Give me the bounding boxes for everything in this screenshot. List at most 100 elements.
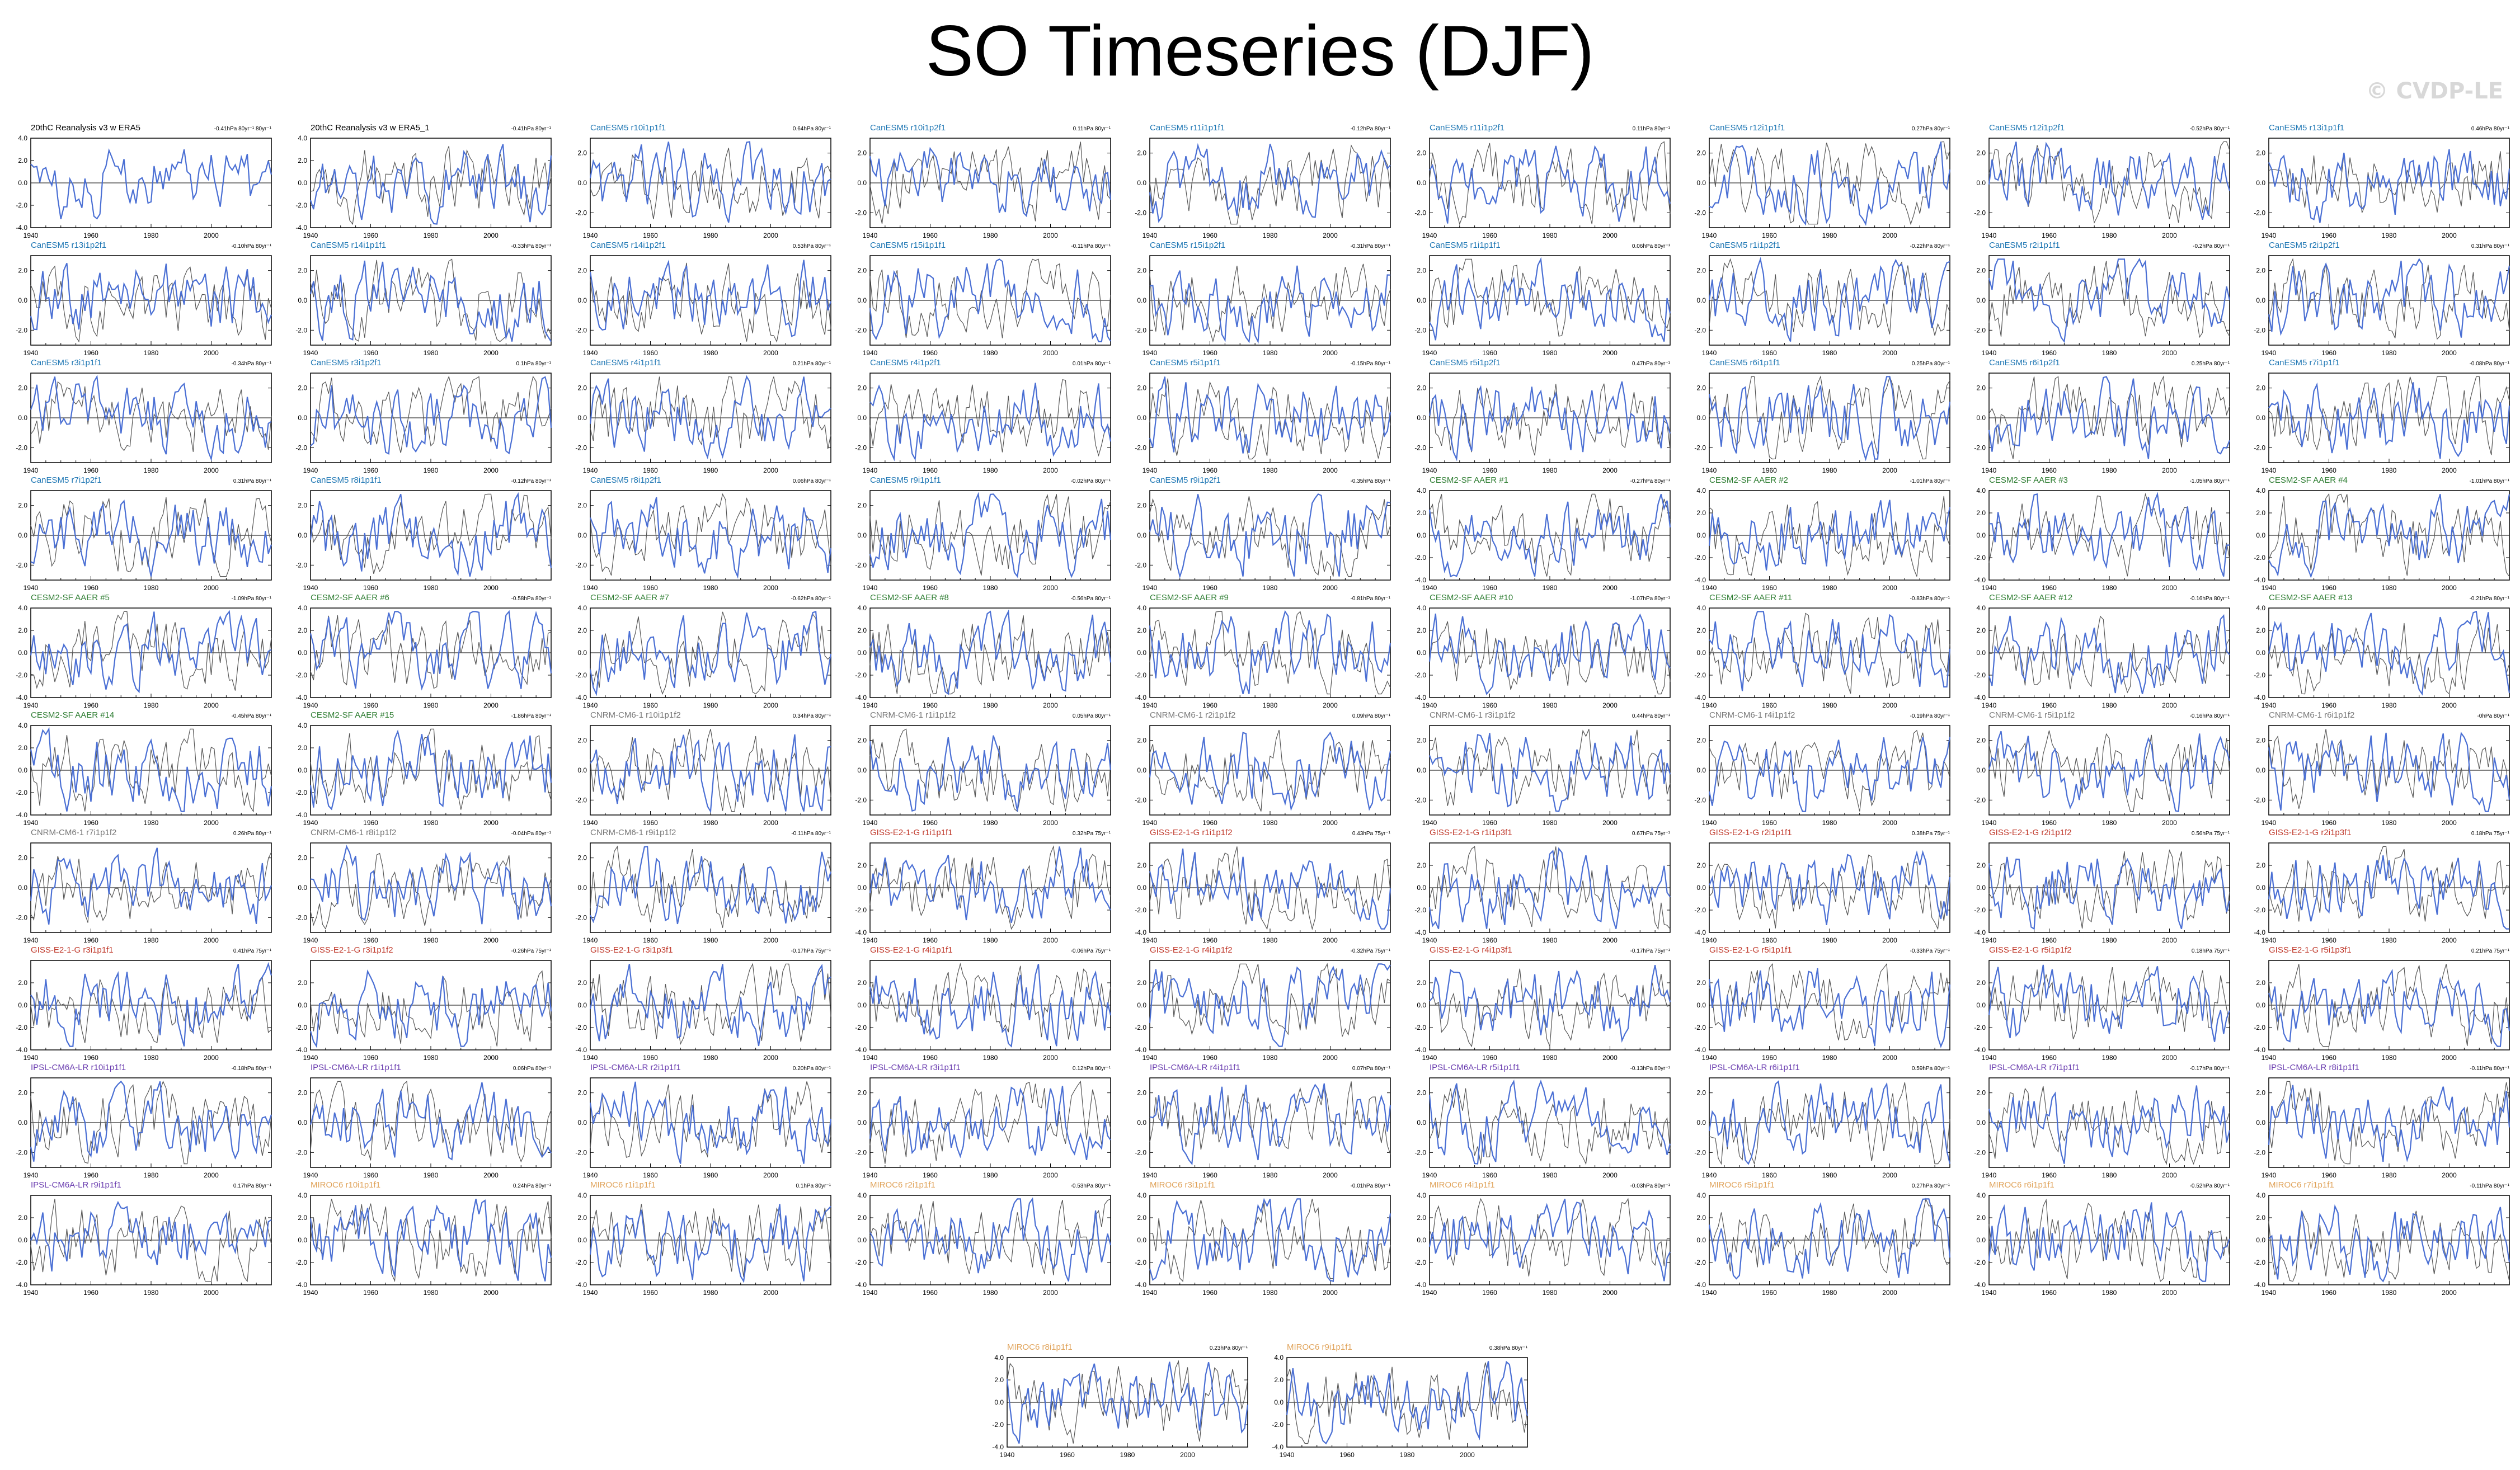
x-tick-label: 2000 [1602, 467, 1618, 474]
x-tick-label: 2000 [204, 349, 219, 357]
x-tick-label: 1980 [424, 349, 439, 357]
panel-trend-label: -0.12hPa 80yr⁻¹ [511, 478, 552, 484]
reference-series-line [1149, 846, 1391, 930]
x-tick-label: 2000 [1602, 1289, 1618, 1297]
y-tick-label: 2.0 [1696, 384, 1706, 392]
reference-series-line [2268, 258, 2510, 340]
y-tick-label: -4.0 [1414, 576, 1426, 584]
y-tick-label: 0.0 [1696, 179, 1706, 187]
y-tick-label: 2.0 [1696, 737, 1706, 745]
y-tick-label: 0.0 [1417, 884, 1426, 892]
y-tick-label: 2.0 [857, 149, 867, 157]
reference-series-line [590, 845, 831, 928]
x-tick-label: 1940 [1702, 584, 1717, 592]
panel-title: CanESM5 r13i1p2f1 [31, 241, 106, 250]
x-tick-label: 1940 [2262, 232, 2277, 239]
panel-title: CanESM5 r13i1p1f1 [2269, 123, 2344, 133]
x-tick-label: 1960 [2321, 1171, 2336, 1179]
panel: CanESM5 r12i1p1f1 0.27hPa 80yr⁻¹ 2.0 0.0 -2.… [1694, 123, 1951, 239]
ensemble-series-line [1429, 145, 1671, 224]
x-tick-label: 1940 [23, 467, 39, 474]
x-tick-label: 1940 [1143, 1171, 1158, 1179]
ensemble-series-line [1149, 1083, 1391, 1166]
reference-series-line [310, 375, 552, 453]
y-tick-label: 2.0 [2256, 509, 2265, 517]
y-tick-label: -2.0 [2254, 906, 2265, 914]
x-tick-label: 1940 [863, 936, 878, 944]
x-tick-label: 1980 [2102, 1054, 2117, 1062]
panel: GISS-E2-1-G r3i1p3f1 -0.17hPa 75yr⁻¹ 2.0 0.… [575, 945, 831, 1062]
y-tick-label: -4.0 [295, 694, 307, 701]
y-tick-label: 0.0 [1696, 414, 1706, 422]
y-tick-label: 4.0 [577, 604, 587, 612]
x-tick-label: 1980 [1543, 584, 1558, 592]
y-tick-label: -2.0 [1694, 209, 1706, 216]
y-tick-label: 2.0 [1137, 1214, 1146, 1222]
x-tick-label: 1980 [1822, 936, 1837, 944]
ensemble-series-line [1988, 492, 2230, 577]
x-tick-label: 1960 [1482, 467, 1497, 474]
ensemble-series-line [309, 144, 552, 225]
panel-title: GISS-E2-1-G r5i1p1f1 [1709, 945, 1792, 955]
x-tick-label: 1940 [1982, 467, 1997, 474]
x-tick-label: 1940 [863, 349, 878, 357]
x-tick-label: 1980 [1263, 819, 1278, 827]
y-tick-label: -2.0 [1974, 326, 1986, 334]
panel-title: CanESM5 r1i1p2f1 [1709, 241, 1780, 250]
ensemble-series-line [1988, 856, 2231, 930]
reference-series-line [310, 852, 552, 930]
y-tick-label: -2.0 [1135, 561, 1146, 569]
reference-series-line [1988, 849, 2230, 929]
x-tick-label: 2000 [2442, 819, 2457, 827]
y-tick-label: 0.0 [577, 414, 587, 422]
x-tick-label: 1980 [424, 1054, 439, 1062]
x-tick-label: 1960 [83, 467, 98, 474]
x-tick-label: 1940 [1982, 349, 1997, 357]
x-tick-label: 1960 [363, 819, 378, 827]
panel-title: CNRM-CM6-1 r8i1p1f2 [311, 828, 396, 837]
y-tick-label: 4.0 [1976, 1191, 1986, 1199]
panel-title: MIROC6 r7i1p1f1 [2269, 1180, 2334, 1190]
y-tick-label: 0.0 [1417, 1001, 1426, 1009]
x-tick-label: 1940 [863, 1171, 878, 1179]
panel-title: CanESM5 r6i1p1f1 [1709, 358, 1780, 368]
x-tick-label: 1940 [583, 936, 598, 944]
x-tick-label: 1960 [2321, 232, 2336, 239]
panel: CanESM5 r6i1p1f1 0.25hPa 80yr⁻¹ 2.0 0.0 -2.0… [1694, 358, 1951, 474]
reference-series-line [1709, 963, 1950, 1041]
ensemble-series-line [1988, 257, 2231, 343]
ensemble-series-line [1149, 143, 1391, 223]
y-tick-label: -4.0 [16, 1281, 27, 1289]
panel: GISS-E2-1-G r2i1p1f1 0.38hPa 75yr⁻¹ 2.0 0.0… [1694, 828, 1951, 944]
y-tick-label: -2.0 [855, 1024, 867, 1031]
y-tick-label: -4.0 [1135, 929, 1146, 936]
panel-title: CESM2-SF AAER #2 [1709, 475, 1788, 485]
y-tick-label: 4.0 [298, 134, 307, 142]
x-tick-label: 2000 [1602, 1054, 1618, 1062]
y-tick-label: -2.0 [16, 1024, 27, 1031]
panel-title: CESM2-SF AAER #6 [311, 593, 389, 602]
reference-series-line [1149, 1199, 1391, 1282]
ensemble-series-line [1149, 848, 1391, 930]
ensemble-series-line [309, 969, 552, 1049]
panel-trend-label: 0.38hPa 80yr⁻¹ [1489, 1345, 1528, 1351]
x-tick-label: 1960 [2321, 584, 2336, 592]
ensemble-series-line [589, 497, 832, 579]
x-tick-label: 1960 [2042, 1054, 2057, 1062]
x-tick-label: 2000 [204, 467, 219, 474]
y-tick-label: 0.0 [1976, 1236, 1986, 1244]
x-tick-label: 2000 [1882, 232, 1897, 239]
x-tick-label: 1980 [2382, 936, 2397, 944]
y-tick-label: 2.0 [1976, 1089, 1986, 1097]
x-tick-label: 1960 [643, 819, 658, 827]
panel-trend-label: 0.18hPa 75yr⁻¹ [2192, 948, 2230, 954]
y-tick-label: -2.0 [16, 671, 27, 679]
panel-title: CanESM5 r14i1p1f1 [311, 241, 386, 250]
x-tick-label: 1940 [2262, 936, 2277, 944]
reference-series-line [1709, 613, 1950, 694]
ensemble-series-line [30, 727, 272, 812]
panel-title: IPSL-CM6A-LR r10i1p1f1 [31, 1063, 126, 1072]
ensemble-series-line [1708, 257, 1950, 342]
y-tick-label: -2.0 [1414, 444, 1426, 451]
x-tick-label: 2000 [2442, 936, 2457, 944]
